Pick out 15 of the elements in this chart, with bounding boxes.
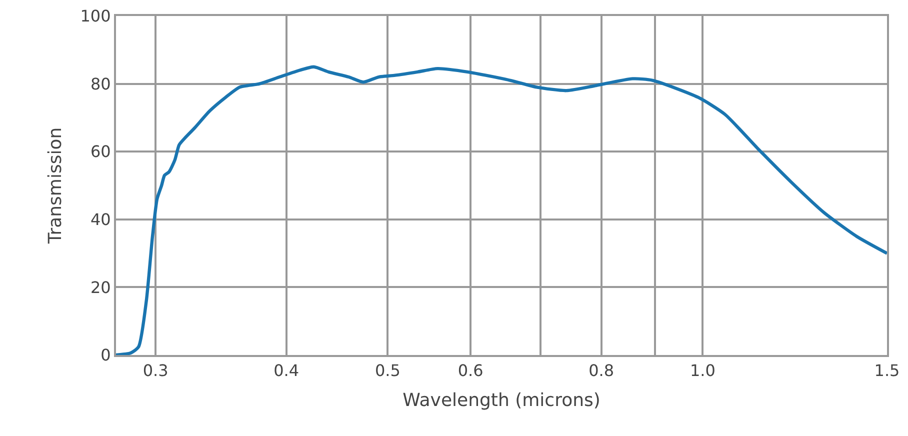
y-tick-label: 20: [90, 278, 111, 297]
x-tick-label: 1.0: [690, 361, 716, 380]
x-tick-label: 0.8: [588, 361, 614, 380]
y-tick-label: 40: [90, 210, 111, 229]
y-tick-label: 100: [80, 6, 111, 26]
y-tick-label: 80: [90, 74, 111, 94]
x-axis-title: Wavelength (microns): [402, 390, 600, 411]
x-tick-label: 0.6: [458, 361, 484, 380]
x-tick-label: 0.5: [374, 361, 400, 380]
y-tick-label: 60: [90, 142, 111, 162]
x-tick-label: 0.3: [142, 361, 168, 380]
x-tick-label: 1.5: [874, 361, 900, 380]
y-axis-title: Transmission: [44, 127, 66, 245]
x-tick-label: 0.4: [274, 361, 300, 380]
y-tick-label: 0: [100, 346, 111, 365]
